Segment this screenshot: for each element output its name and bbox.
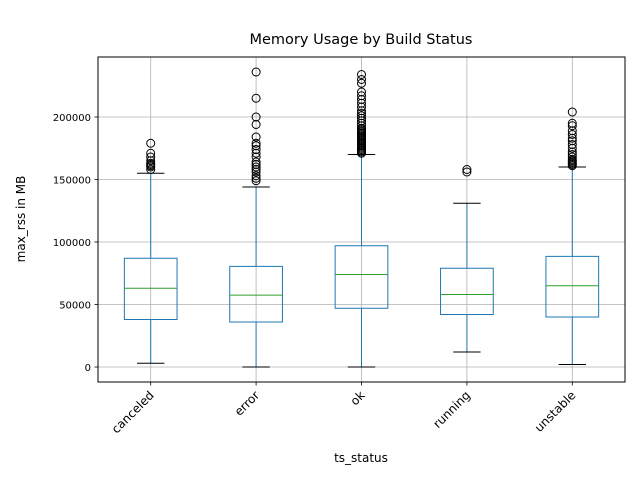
x-tick-label-error: error <box>232 388 262 418</box>
outlier-point <box>462 167 472 177</box>
box-plots <box>123 67 600 368</box>
y-axis-label: max_rss in MB <box>14 176 28 263</box>
outlier-point <box>357 70 366 79</box>
box-running <box>440 165 494 353</box>
outlier-point <box>567 121 577 131</box>
y-tick-label: 150000 <box>53 176 91 187</box>
outlier-point <box>251 145 261 154</box>
outlier-point <box>251 93 261 103</box>
outlier-point <box>357 108 366 118</box>
y-tick-label: 50000 <box>59 301 91 312</box>
box-canceled <box>123 138 178 364</box>
outlier-point <box>567 130 577 139</box>
outlier-point <box>567 152 577 162</box>
x-tick-label-ok: ok <box>348 388 368 408</box>
iqr-box <box>440 267 494 315</box>
outlier-point <box>357 111 366 121</box>
y-axis-ticks: 0 50000 100000 150000 200000 <box>53 113 98 374</box>
x-tick-label-unstable: unstable <box>532 388 579 435</box>
outlier-point <box>567 118 577 128</box>
outlier-point <box>251 171 261 181</box>
outlier-point <box>146 165 156 174</box>
outlier-point <box>357 78 366 88</box>
outlier-point <box>251 67 261 77</box>
y-tick-label: 200000 <box>53 113 91 124</box>
outlier-point <box>251 141 261 151</box>
x-tick-label-canceled: canceled <box>109 388 157 436</box>
outlier-point <box>251 162 261 172</box>
iqr-box <box>334 245 389 309</box>
outlier-point <box>251 132 261 142</box>
iqr-box <box>123 257 178 320</box>
outlier-point <box>567 150 577 159</box>
outlier-point <box>357 87 366 97</box>
x-tick-label-running: running <box>430 388 473 431</box>
outlier-point <box>567 136 577 146</box>
outlier-point <box>146 158 156 168</box>
outlier-point <box>357 91 366 101</box>
iqr-box <box>229 265 283 323</box>
outlier-point <box>251 138 261 148</box>
box-unstable <box>545 107 600 365</box>
box-error <box>229 67 283 368</box>
x-axis-ticks: canceled error ok running unstable <box>109 382 579 436</box>
y-tick-label: 0 <box>85 363 91 374</box>
outlier-point <box>146 138 156 148</box>
outlier-point <box>357 75 366 84</box>
outlier-point <box>251 173 261 183</box>
outlier-point <box>146 152 156 162</box>
outlier-point <box>567 107 577 117</box>
x-axis-label: ts_status <box>334 451 388 465</box>
outlier-point <box>462 165 472 174</box>
outlier-point <box>567 140 577 149</box>
outlier-point <box>251 176 261 186</box>
outlier-point <box>146 148 156 158</box>
iqr-box <box>545 255 600 318</box>
outlier-point <box>251 112 261 122</box>
outlier-point <box>251 157 261 167</box>
box-ok <box>334 70 389 368</box>
chart-title: Memory Usage by Build Status <box>250 32 473 48</box>
y-tick-label: 100000 <box>53 238 91 249</box>
